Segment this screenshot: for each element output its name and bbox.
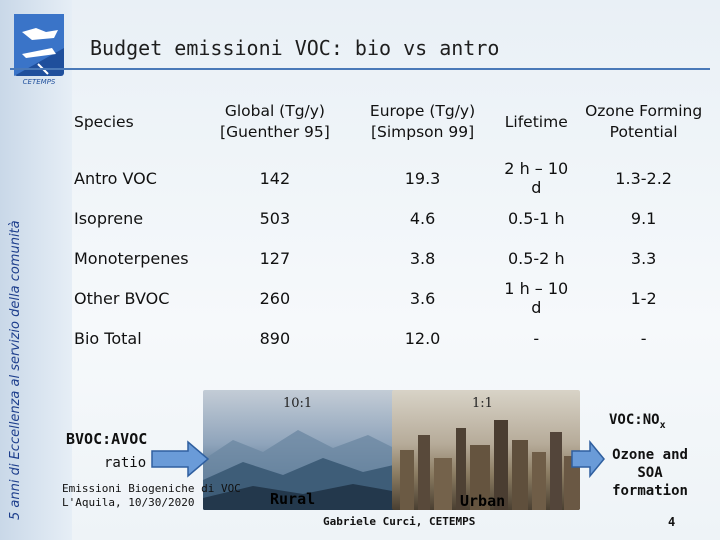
cell-global: 890 [259, 328, 291, 348]
urban-skyline-image [400, 420, 580, 510]
page-title: Budget emissioni VOC: bio vs antro [90, 36, 500, 60]
cell-species: Monoterpenes [74, 248, 189, 268]
cell-europe: 4.6 [409, 208, 436, 228]
header-ozone-potential: Ozone Forming Potential [585, 102, 703, 141]
header-species: Species [74, 112, 134, 131]
cell-ozone-potential: 1-2 [630, 288, 657, 308]
cell-species: Other BVOC [74, 288, 170, 308]
table-row: Isoprene 503 4.6 0.5-1 h 9.1 [68, 198, 710, 238]
table-row: Other BVOC 260 3.6 1 h – 10 d 1-2 [68, 278, 710, 318]
cell-species: Isoprene [74, 208, 144, 228]
cell-ozone-potential: 3.3 [630, 248, 657, 268]
urban-photo: 1:1 [392, 390, 580, 510]
cell-lifetime: 1 h – 10 d [504, 279, 569, 317]
cell-ozone-potential: 1.3-2.2 [615, 168, 672, 188]
sidebar-vertical-text: 5 anni di Eccellenza al servizio della c… [8, 220, 23, 520]
right-arrow-icon [571, 440, 605, 478]
cell-ozone-potential: 9.1 [630, 208, 657, 228]
cell-global: 142 [259, 168, 291, 188]
footer-author: Gabriele Curci, CETEMPS [323, 515, 476, 528]
bvoc-avoc-label: BVOC:AVOC [66, 430, 148, 448]
footer-left: Emissioni Biogeniche di VOC L'Aquila, 10… [62, 482, 241, 510]
cell-ozone-potential: - [640, 328, 647, 348]
cetemps-logo: CETEMPS [14, 14, 64, 86]
right-arrow-icon [151, 440, 210, 478]
cell-lifetime: 2 h – 10 d [504, 159, 569, 197]
ozone-soa-label: Ozone and SOA formation [612, 447, 688, 499]
page-number: 4 [668, 515, 676, 529]
header-global: Global (Tg/y) [Guenther 95] [220, 102, 330, 141]
cell-europe: 3.8 [409, 248, 436, 268]
cell-lifetime: - [533, 328, 540, 348]
table-header-row: Species Global (Tg/y) [Guenther 95] Euro… [68, 86, 710, 158]
ratio-label: ratio [104, 455, 147, 471]
header-europe: Europe (Tg/y) [Simpson 99] [369, 102, 476, 141]
emissions-table: Species Global (Tg/y) [Guenther 95] Euro… [68, 86, 710, 358]
voc-nox-subscript: x [659, 419, 666, 431]
urban-ratio: 1:1 [472, 396, 493, 411]
cell-lifetime: 0.5-2 h [507, 248, 565, 268]
footer-left-line2: L'Aquila, 10/30/2020 [62, 496, 195, 509]
cell-global: 260 [259, 288, 291, 308]
logo-caption: CETEMPS [23, 78, 56, 86]
voc-nox-text: VOC:NO [609, 412, 660, 428]
cell-europe: 3.6 [409, 288, 436, 308]
table-row: Bio Total 890 12.0 - - [68, 318, 710, 358]
cell-species: Bio Total [74, 328, 142, 348]
cell-lifetime: 0.5-1 h [507, 208, 565, 228]
footer-left-line1: Emissioni Biogeniche di VOC [62, 482, 241, 495]
table-row: Antro VOC 142 19.3 2 h – 10 d 1.3-2.2 [68, 158, 710, 198]
cell-global: 503 [259, 208, 291, 228]
header-lifetime: Lifetime [504, 112, 568, 131]
rural-photo: 10:1 [203, 390, 398, 510]
rural-ratio: 10:1 [283, 396, 313, 411]
voc-nox-label: VOC:NOx [609, 412, 666, 431]
cell-europe: 19.3 [404, 168, 441, 188]
sidebar [0, 0, 72, 540]
cell-global: 127 [259, 248, 291, 268]
table-row: Monoterpenes 127 3.8 0.5-2 h 3.3 [68, 238, 710, 278]
cell-europe: 12.0 [404, 328, 441, 348]
rural-mountains-image [203, 430, 398, 510]
rural-label: Rural [270, 490, 316, 508]
cell-species: Antro VOC [74, 168, 157, 188]
urban-label: Urban [460, 492, 506, 510]
title-divider [10, 68, 710, 70]
